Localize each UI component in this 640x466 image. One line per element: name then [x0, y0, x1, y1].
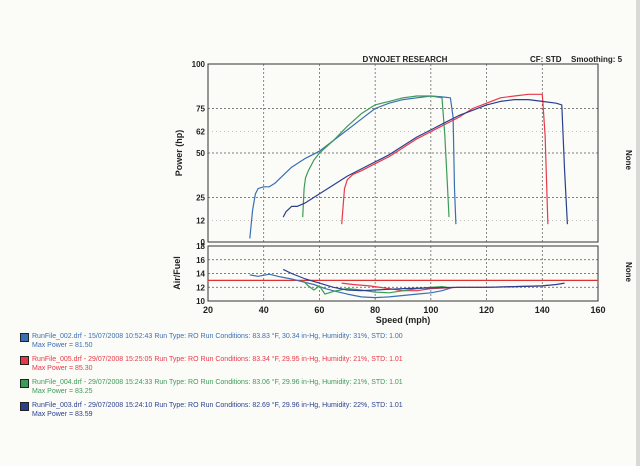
smoothing-label: Smoothing: 5 — [571, 55, 623, 64]
legend-humidity: Humidity: 22%, — [322, 402, 370, 409]
afr-x-tick-label: 80 — [370, 305, 380, 315]
legend-conditions: Run Conditions: 83.06 °F, 29.96 in-Hg, — [200, 379, 321, 386]
afr-y-tick-label: 18 — [196, 242, 205, 251]
afr-x-tick-label: 140 — [535, 305, 550, 315]
afr-series-runfile-003-drf — [282, 268, 565, 292]
power-panel: Power (hp) 0 25 50 75 100 12 62 — [174, 60, 599, 247]
legend-file: RunFile_005.drf — [32, 356, 82, 363]
legend-std: STD: 1.01 — [371, 356, 403, 363]
legend-std: STD: 1.00 — [371, 333, 403, 340]
power-y-tick-label: 75 — [196, 105, 205, 114]
legend-entry: RunFile_003.drf - 29/07/2008 15:24:10 Run … — [20, 401, 620, 419]
chart-title: DYNOJET RESEARCH — [363, 55, 448, 64]
legend-swatch — [20, 356, 29, 365]
power-y-tick-label: 25 — [196, 194, 205, 203]
legend-humidity: Humidity: 21%, — [322, 379, 370, 386]
afr-x-tick-label: 40 — [259, 305, 269, 315]
afr-x-tick-label: 160 — [590, 305, 605, 315]
legend-swatch — [20, 379, 29, 388]
legend-humidity: Humidity: 31%, — [322, 333, 370, 340]
legend-conditions: Run Conditions: 83.83 °F, 30.34 in-Hg, — [200, 333, 321, 340]
afr-y-tick-label: 10 — [196, 297, 205, 306]
right-label-bottom: None — [624, 262, 633, 283]
power-series-runfile-002-drf — [249, 95, 457, 239]
scan-edge — [636, 0, 640, 466]
legend-entry: RunFile_002.drf - 15/07/2008 10:52:43 Run … — [20, 332, 620, 350]
power-y-tick-label: 0 — [201, 238, 206, 247]
legend-run-type: Run Type: RO — [154, 333, 199, 340]
afr-y-tick-label: 14 — [196, 270, 205, 279]
afr-y-tick-label: 12 — [196, 283, 205, 292]
dyno-chart: DYNOJET RESEARCH CF: STD Smoothing: 5 No… — [172, 55, 633, 325]
afr-y-tick-label: 16 — [196, 256, 205, 265]
legend-run-line: RunFile_002.drf - 15/07/2008 10:52:43 Run … — [32, 332, 620, 341]
afr-x-tick-label: 100 — [423, 305, 438, 315]
right-label-top: None — [624, 150, 633, 171]
power-y-tick-label: 50 — [196, 149, 205, 158]
afr-x-tick-label: 120 — [479, 305, 494, 315]
afr-x-tick-label: 20 — [203, 305, 213, 315]
legend-std: STD: 1.01 — [371, 402, 403, 409]
power-y-minor-tick-label: 62 — [196, 128, 205, 137]
legend-std: STD: 1.01 — [371, 379, 403, 386]
legend-date: - 29/07/2008 15:24:33 — [83, 379, 153, 386]
air-fuel-axis-label: Air/Fuel — [172, 256, 182, 290]
legend-run-type: Run Type: RO — [154, 379, 199, 386]
legend-run-line: RunFile_004.drf - 29/07/2008 15:24:33 Run … — [32, 378, 620, 387]
legend-max-power: Max Power = 85.30 — [32, 365, 93, 372]
legend-max-power: Max Power = 83.59 — [32, 411, 93, 418]
legend-max-power: Max Power = 83.25 — [32, 388, 93, 395]
legend-date: - 15/07/2008 10:52:43 — [83, 333, 153, 340]
legend-entry: RunFile_004.drf - 29/07/2008 15:24:33 Run … — [20, 378, 620, 396]
legend-run-line: RunFile_003.drf - 29/07/2008 15:24:10 Run … — [32, 401, 620, 410]
power-series-runfile-004-drf — [302, 95, 450, 218]
air-fuel-plot-frame — [207, 245, 599, 302]
afr-x-tick-label: 60 — [314, 305, 324, 315]
legend-run-line: RunFile_005.drf - 29/07/2008 15:25:05 Run … — [32, 355, 620, 364]
legend-file: RunFile_003.drf — [32, 402, 82, 409]
legend-date: - 29/07/2008 15:25:05 — [83, 356, 153, 363]
power-y-tick-label: 100 — [192, 60, 206, 69]
legend-run-type: Run Type: RO — [154, 402, 199, 409]
legend-conditions: Run Conditions: 83.34 °F, 29.95 in-Hg, — [200, 356, 321, 363]
power-axis-label: Power (hp) — [174, 130, 184, 177]
legend-entry: RunFile_005.drf - 29/07/2008 15:25:05 Run … — [20, 355, 620, 373]
power-y-minor-tick-label: 12 — [196, 217, 205, 226]
legend-run-type: Run Type: RO — [154, 356, 199, 363]
power-plot-frame — [207, 63, 599, 243]
legend-file: RunFile_002.drf — [32, 333, 82, 340]
speed-axis-label: Speed (mph) — [376, 315, 431, 325]
power-series-runfile-003-drf — [282, 98, 568, 225]
legend-conditions: Run Conditions: 82.69 °F, 29.96 in-Hg, — [200, 402, 321, 409]
cf-label: CF: STD — [530, 55, 562, 64]
legend-swatch — [20, 402, 29, 411]
afr-series-runfile-002-drf — [249, 273, 454, 299]
air-fuel-panel: Air/Fuel Speed (mph) 20 40 60 80 100 120 140 16… — [172, 242, 606, 325]
legend-max-power: Max Power = 81.50 — [32, 342, 93, 349]
run-legend: RunFile_002.drf - 15/07/2008 10:52:43 Run … — [20, 332, 620, 424]
power-series-runfile-005-drf — [341, 93, 549, 225]
legend-swatch — [20, 333, 29, 342]
legend-humidity: Humidity: 21%, — [322, 356, 370, 363]
legend-date: - 29/07/2008 15:24:10 — [83, 402, 153, 409]
legend-file: RunFile_004.drf — [32, 379, 82, 386]
